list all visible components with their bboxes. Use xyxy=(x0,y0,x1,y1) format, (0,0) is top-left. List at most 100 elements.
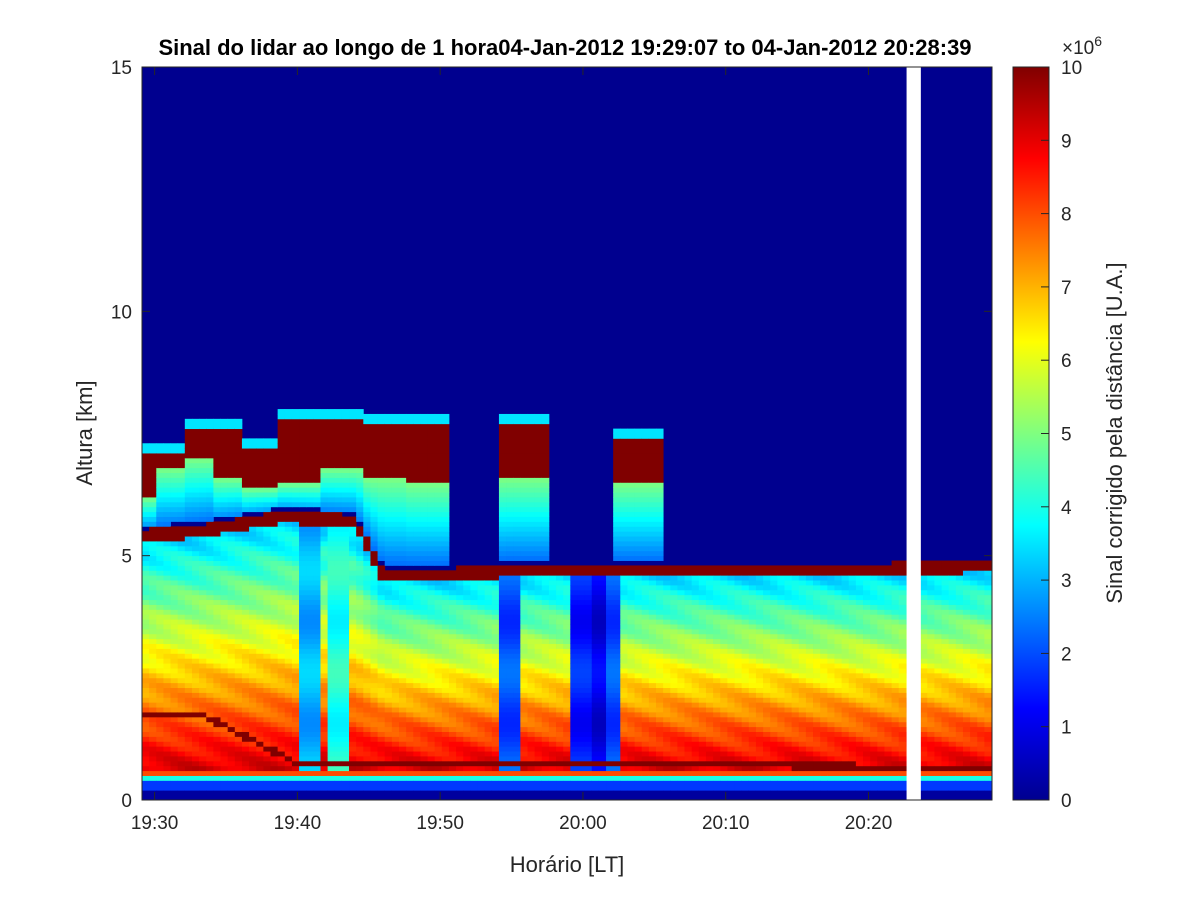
heatmap-cell xyxy=(234,785,243,791)
heatmap-cell xyxy=(206,448,214,454)
heatmap-cell xyxy=(620,648,628,654)
heatmap-cell xyxy=(541,575,550,581)
heatmap-cell xyxy=(313,697,321,703)
heatmap-cell xyxy=(370,555,378,561)
heatmap-cell xyxy=(277,594,286,601)
heatmap-cell xyxy=(548,643,557,649)
heatmap-cell xyxy=(498,497,507,503)
heatmap-cell xyxy=(213,756,221,762)
heatmap-cell xyxy=(213,648,221,654)
heatmap-cell xyxy=(220,751,229,757)
heatmap-cell xyxy=(291,575,300,581)
heatmap-cell xyxy=(541,428,550,434)
heatmap-cell xyxy=(184,575,193,581)
heatmap-cell xyxy=(620,795,628,801)
heatmap-cell xyxy=(284,785,293,791)
heatmap-cell xyxy=(341,682,350,689)
heatmap-cell xyxy=(434,697,443,703)
heatmap-cell xyxy=(527,477,536,483)
heatmap-cell xyxy=(184,570,193,576)
heatmap-cell xyxy=(484,584,493,591)
heatmap-cell xyxy=(334,457,343,464)
heatmap-cell xyxy=(349,775,357,781)
heatmap-cell xyxy=(306,467,314,473)
heatmap-cell xyxy=(620,555,628,561)
heatmap-cell xyxy=(484,726,493,732)
heatmap-cell xyxy=(277,624,286,630)
heatmap-cell xyxy=(156,795,164,801)
heatmap-cell xyxy=(448,584,457,591)
heatmap-cell xyxy=(527,712,536,718)
heatmap-cell xyxy=(427,589,436,596)
heatmap-cell xyxy=(156,575,164,581)
heatmap-cell xyxy=(291,589,300,596)
heatmap-cell xyxy=(256,472,264,478)
heatmap-cell xyxy=(420,775,428,781)
heatmap-cell xyxy=(506,462,514,469)
heatmap-cell xyxy=(391,648,400,654)
heatmap-cell xyxy=(484,760,493,767)
heatmap-cell xyxy=(363,423,371,430)
heatmap-cell xyxy=(334,594,343,601)
heatmap-cell xyxy=(349,726,357,732)
heatmap-cell xyxy=(434,487,443,493)
heatmap-cell xyxy=(434,643,443,649)
heatmap-cell xyxy=(520,462,528,469)
heatmap-cell xyxy=(284,594,293,601)
heatmap-cell xyxy=(341,550,350,557)
heatmap-cell xyxy=(506,682,514,689)
heatmap-cell xyxy=(534,492,543,498)
heatmap-cell xyxy=(534,648,543,654)
heatmap-cell xyxy=(284,721,293,728)
heatmap-cell xyxy=(334,697,343,703)
heatmap-cell xyxy=(534,433,543,439)
heatmap-cell xyxy=(541,418,550,425)
heatmap-cell xyxy=(234,682,243,689)
heatmap-cell xyxy=(327,682,336,689)
heatmap-cell xyxy=(598,707,607,713)
heatmap-cell xyxy=(513,697,521,703)
heatmap-cell xyxy=(320,589,329,596)
heatmap-cell xyxy=(156,526,164,532)
heatmap-cell xyxy=(384,516,393,522)
heatmap-cell xyxy=(427,677,436,684)
heatmap-cell xyxy=(627,531,635,537)
heatmap-cell xyxy=(606,775,614,781)
chart-title: Sinal do lidar ao longo de 1 hora04-Jan-… xyxy=(158,35,971,60)
heatmap-cell xyxy=(577,663,586,669)
heatmap-cell xyxy=(370,477,378,483)
heatmap-cell xyxy=(634,584,643,591)
heatmap-cell xyxy=(356,575,364,581)
heatmap-cell xyxy=(506,760,514,767)
heatmap-cell xyxy=(227,756,236,762)
heatmap-cell xyxy=(227,624,236,630)
heatmap-cell xyxy=(627,565,635,571)
heatmap-cell xyxy=(270,457,279,464)
heatmap-cell xyxy=(448,633,457,640)
heatmap-cell xyxy=(391,731,400,737)
heatmap-cell xyxy=(384,653,393,659)
heatmap-cell xyxy=(406,555,414,561)
heatmap-cell xyxy=(427,467,436,473)
heatmap-cell xyxy=(170,633,179,640)
heatmap-cell xyxy=(641,467,650,473)
heatmap-cell xyxy=(498,643,507,649)
heatmap-cell xyxy=(227,545,236,552)
heatmap-cell xyxy=(149,682,157,689)
heatmap-cell xyxy=(363,716,371,723)
heatmap-cell xyxy=(484,633,493,640)
heatmap-cell xyxy=(406,638,414,645)
heatmap-cell xyxy=(527,770,536,776)
heatmap-cell xyxy=(491,584,500,591)
heatmap-cell xyxy=(556,580,564,586)
heatmap-cell xyxy=(598,751,607,757)
heatmap-cell xyxy=(291,682,300,689)
heatmap-cell xyxy=(241,716,250,723)
heatmap-cell xyxy=(498,457,507,464)
heatmap-cell xyxy=(406,633,414,640)
heatmap-cell xyxy=(370,795,378,801)
heatmap-cell xyxy=(484,624,493,630)
heatmap-cell xyxy=(356,658,364,664)
heatmap-cell xyxy=(463,594,471,601)
